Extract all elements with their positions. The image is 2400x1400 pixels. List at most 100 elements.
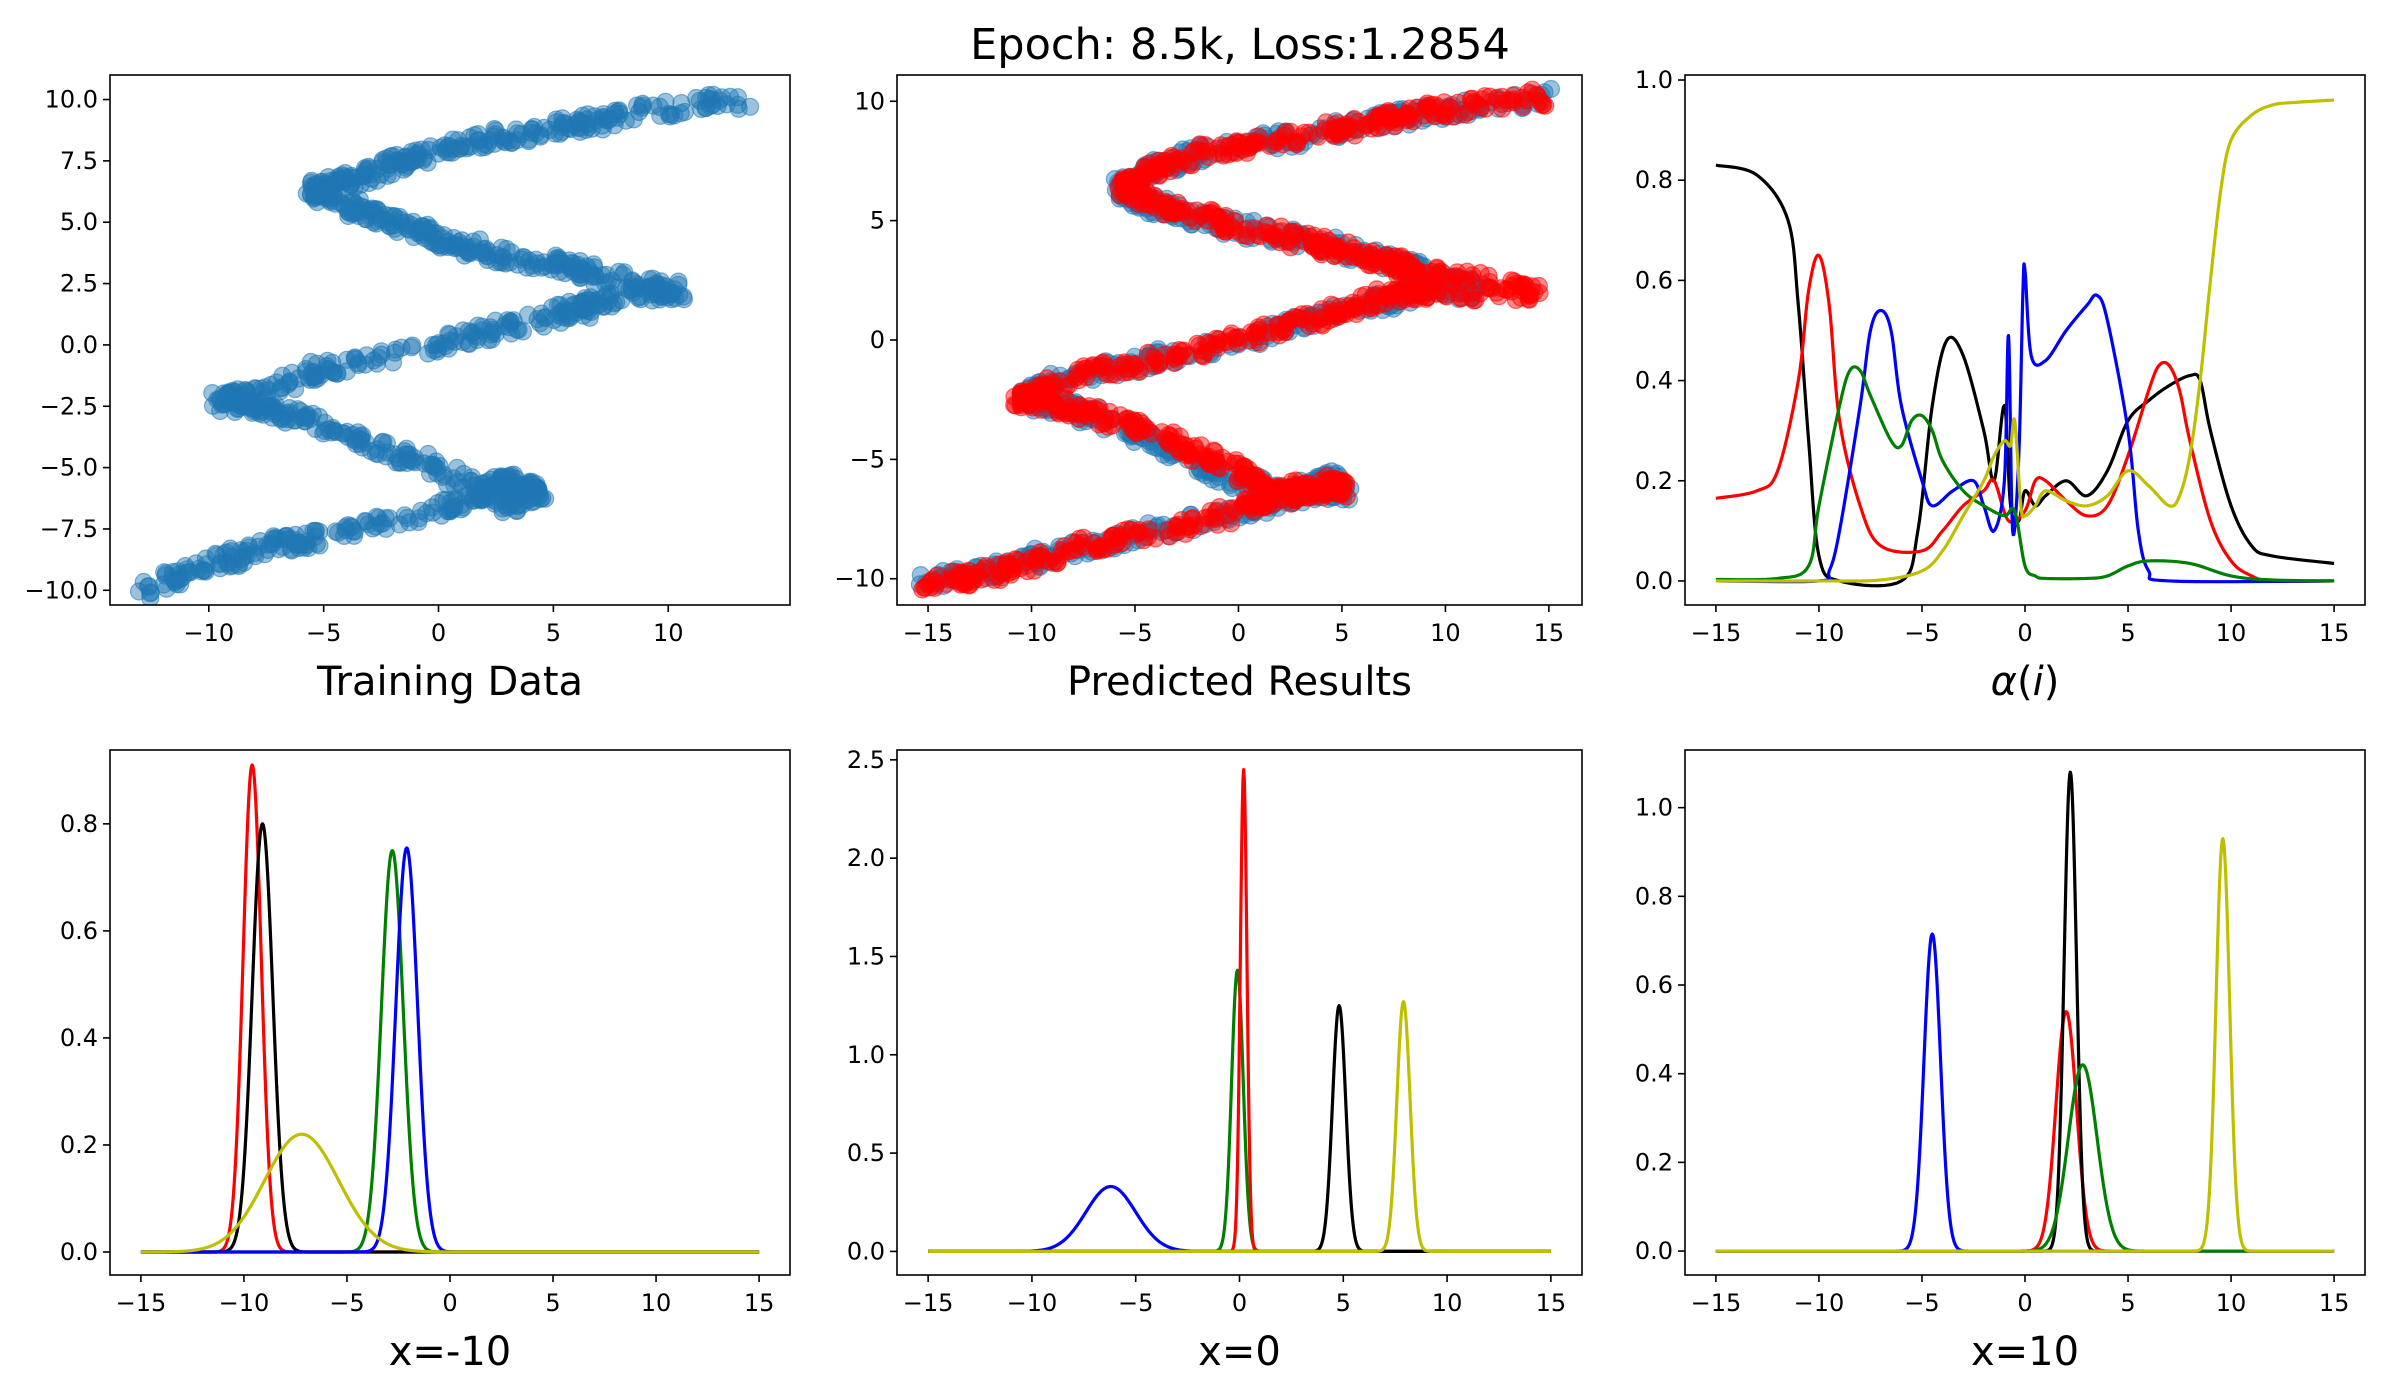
scatter-point	[1260, 136, 1280, 155]
y-tick-label: 0.2	[60, 1131, 98, 1159]
x-tick-label: −15	[903, 619, 954, 647]
y-tick-label: 0.0	[847, 1237, 885, 1265]
scatter-point	[425, 233, 444, 252]
scatter-point	[1337, 304, 1356, 324]
scatter-point	[320, 360, 339, 379]
x-tick-label: −10	[183, 619, 234, 647]
x-tick-label: 10	[2216, 1289, 2247, 1317]
scatter-point	[1270, 233, 1289, 252]
plot-area	[129, 85, 760, 605]
x-tick-label: 5	[2120, 1289, 2135, 1317]
y-tick-label: 2.5	[847, 746, 885, 774]
scatter-point	[297, 362, 316, 381]
scatter-point	[1362, 246, 1381, 265]
x-tick-label: −5	[1118, 1289, 1153, 1317]
scatter-point	[196, 549, 215, 568]
scatter-point	[456, 137, 475, 156]
y-tick-label: 0.8	[1635, 166, 1673, 194]
line-series-1	[140, 763, 760, 1254]
y-tick-label: 0.0	[60, 331, 98, 359]
scatter-point	[402, 338, 421, 357]
scatter-point	[1085, 399, 1104, 418]
panel-1: −10 −5 0 5 10 −10.0 −7.5 −5.0 −2.5 0.0 2.5 5.0 7.5 10…	[24, 74, 791, 705]
scatter-point	[507, 320, 526, 339]
scatter-point	[460, 334, 479, 353]
y-tick-label: 0.5	[847, 1139, 885, 1167]
scatter-point	[397, 453, 416, 472]
scatter-point	[395, 442, 414, 461]
scatter-point	[651, 272, 671, 291]
scatter-point	[494, 131, 513, 150]
panel-4: −15 −10 −5 0 5 10 15 0.0 0.2 0.4 0.6 0.8 x=-10	[60, 749, 791, 1375]
scatter-point	[669, 275, 688, 294]
scatter-point	[594, 105, 613, 124]
scatter-point	[1398, 104, 1417, 123]
scatter-point	[1083, 357, 1103, 376]
scatter-point	[334, 196, 354, 215]
x-tick-label: 0	[431, 619, 446, 647]
scatter-point	[650, 97, 669, 117]
y-tick-label: 1.0	[847, 1041, 885, 1069]
scatter-point	[690, 91, 709, 110]
scatter-point	[1070, 409, 1089, 428]
scatter-point	[1213, 216, 1233, 235]
scatter-point	[532, 258, 552, 277]
scatter-point	[222, 542, 241, 561]
scatter-point	[1332, 483, 1351, 502]
scatter-point	[740, 97, 760, 116]
x-tick-label: 0	[2017, 1289, 2032, 1317]
scatter-point	[1172, 342, 1192, 361]
scatter-point	[229, 556, 249, 576]
x-tick-label: 10	[1430, 619, 1461, 647]
scatter-point	[1249, 333, 1269, 352]
plot-area	[1715, 770, 2335, 1253]
scatter-point	[1487, 283, 1506, 302]
scatter-point	[1479, 266, 1498, 285]
x-tick-label: −15	[116, 1289, 167, 1317]
y-tick-label: 0	[870, 326, 885, 354]
scatter-point	[439, 339, 458, 358]
scatter-point	[318, 351, 337, 370]
line-series-1	[927, 1184, 1552, 1253]
scatter-point	[271, 408, 290, 427]
x-tick-label: 5	[1334, 619, 1349, 647]
scatter-point	[376, 519, 396, 538]
y-tick-label: 0.6	[1635, 266, 1673, 294]
scatter-point	[473, 490, 492, 509]
panel-5: −15 −10 −5 0 5 10 15 0.0 0.5 1.0 1.5 2.0 2.5 x=0	[847, 746, 1583, 1375]
scatter-point	[1102, 410, 1122, 429]
scatter-point	[535, 489, 555, 508]
plot-area	[927, 768, 1552, 1253]
x-axis-label: x=10	[1971, 1329, 2079, 1375]
scatter-point	[506, 120, 526, 139]
line-series-5	[1715, 837, 2335, 1253]
x-tick-label: −10	[219, 1289, 270, 1317]
x-tick-label: −5	[1117, 619, 1152, 647]
scatter-point	[276, 413, 295, 432]
scatter-point	[566, 294, 585, 314]
scatter-point	[345, 348, 364, 367]
y-tick-label: 5.0	[60, 208, 98, 236]
scatter-point	[442, 499, 461, 518]
scatter-point	[1381, 285, 1400, 304]
x-tick-label: −5	[329, 1289, 364, 1317]
scatter-point	[622, 280, 641, 299]
scatter-point	[222, 392, 241, 411]
scatter-point	[1172, 149, 1191, 168]
x-tick-label: 15	[2319, 1289, 2350, 1317]
y-tick-label: −10.0	[24, 576, 98, 604]
x-tick-label: −10	[1794, 1289, 1845, 1317]
panel-2: −15 −10 −5 0 5 10 15 −10 −5 0 5 10 Predicted Results	[834, 74, 1583, 705]
scatter-point	[522, 488, 541, 507]
scatter-point	[1225, 454, 1244, 473]
scatter-point	[1293, 485, 1312, 504]
x-tick-label: −15	[1691, 619, 1742, 647]
scatter-point	[356, 355, 375, 374]
y-tick-label: −5.0	[40, 454, 98, 482]
scatter-point	[342, 518, 361, 537]
x-tick-label: −15	[903, 1289, 954, 1317]
scatter-point	[602, 271, 622, 290]
line-series-4	[1715, 1063, 2335, 1253]
scatter-point	[1190, 135, 1209, 154]
scatter-point	[584, 255, 603, 274]
